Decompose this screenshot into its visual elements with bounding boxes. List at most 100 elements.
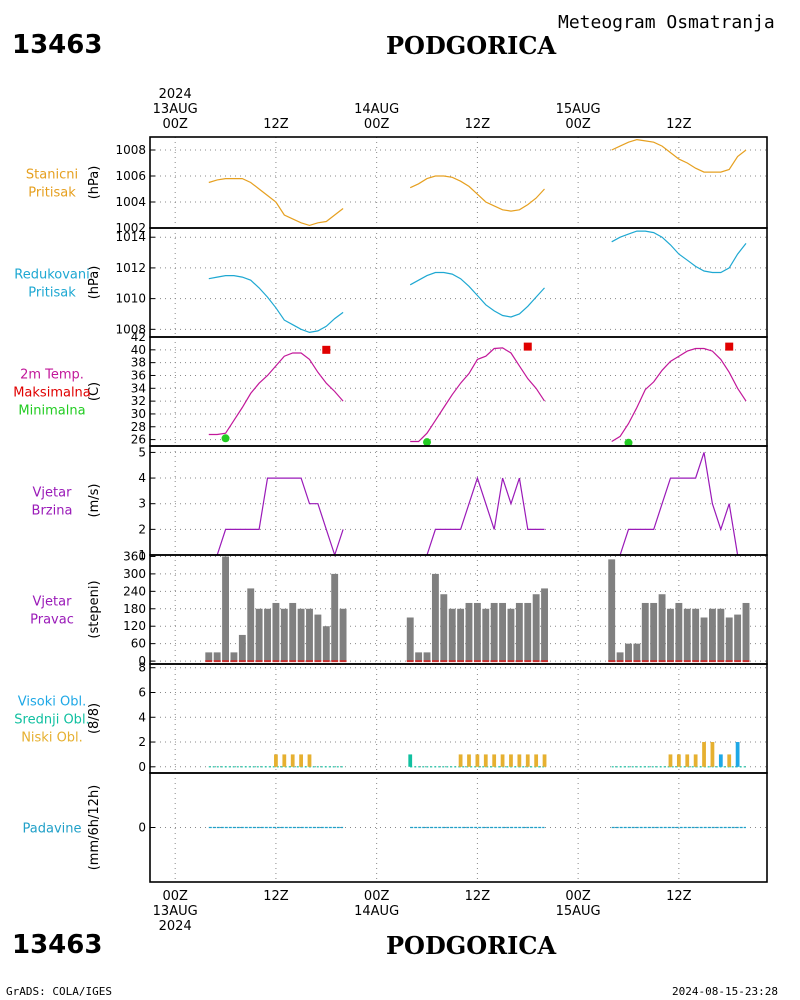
panel-precipitation: 0 (mm/6h/12h) Padavine xyxy=(23,772,768,883)
wind-direction-bar xyxy=(222,556,229,662)
panel-frame xyxy=(149,136,768,229)
panel-station_pressure: 1002 1004 1006 1008 (hPa) Stanicni Pritisak xyxy=(26,136,768,235)
cloud-bar xyxy=(718,754,723,767)
time-label-bottom: 00Z xyxy=(162,889,188,904)
panel-frame xyxy=(149,336,768,447)
panel-label: Srednji Obl. xyxy=(14,713,89,728)
y-tick-label: 38 xyxy=(131,356,146,370)
wind-direction-bar xyxy=(473,602,481,662)
y-tick-label: 6 xyxy=(138,685,146,699)
y-tick-label: 4 xyxy=(138,471,146,485)
wind-direction-base xyxy=(322,660,330,663)
cloud-bar xyxy=(702,742,706,767)
wind-direction-base xyxy=(717,660,725,663)
y-tick-label: 26 xyxy=(131,433,146,447)
y-tick-label: 42 xyxy=(131,330,146,344)
wind-direction-base xyxy=(675,660,683,663)
wind-direction-bar xyxy=(490,602,498,662)
y-tick-label: 120 xyxy=(123,619,146,633)
cloud-bar xyxy=(299,754,303,767)
wind-direction-base xyxy=(272,660,280,663)
wind-direction-bar xyxy=(507,608,515,662)
wind-direction-bar xyxy=(515,602,523,662)
time-label-bottom: 14AUG xyxy=(354,904,399,919)
cloud-bar xyxy=(467,754,471,767)
time-label-top: 00Z xyxy=(565,117,591,132)
wind-direction-bar xyxy=(289,602,297,662)
wind-direction-bar xyxy=(608,559,616,662)
y-tick-label: 2 xyxy=(138,522,146,536)
series-line xyxy=(409,175,545,212)
y-tick-label: 3 xyxy=(138,497,146,511)
cloud-bar xyxy=(290,754,295,767)
y-tick-label: 360 xyxy=(123,549,146,563)
y-tick-label: 1010 xyxy=(115,292,146,306)
panel-frame xyxy=(149,445,768,556)
wind-direction-bar xyxy=(742,602,750,662)
time-label-top: 00Z xyxy=(162,117,188,132)
wind-direction-base xyxy=(213,660,221,663)
panel-label: Vjetar xyxy=(33,486,73,501)
cloud-bar xyxy=(408,754,413,767)
max-temp-marker xyxy=(523,342,532,351)
wind-direction-base xyxy=(205,660,213,663)
panel-label: Niski Obl. xyxy=(21,731,83,746)
y-tick-label: 1012 xyxy=(115,261,146,275)
wind-direction-base xyxy=(499,660,507,663)
wind-direction-base xyxy=(238,660,246,663)
panel-frame xyxy=(149,227,768,338)
wind-direction-base xyxy=(289,660,297,663)
wind-direction-bar xyxy=(667,608,674,662)
min-temp-marker xyxy=(423,438,432,447)
panel-wind_direction: 0 60 120 180 240 300 360 (stepeni) Vjetar Pravac xyxy=(30,549,768,668)
wind-direction-bar xyxy=(272,602,280,662)
series-line xyxy=(410,476,545,556)
time-label-bottom: 13AUG xyxy=(153,904,198,919)
wind-direction-base xyxy=(230,660,238,663)
min-temp-marker xyxy=(221,434,230,443)
wind-direction-bar xyxy=(692,608,700,662)
cloud-bar xyxy=(676,754,681,767)
time-label-top: 14AUG xyxy=(354,102,399,117)
series-line xyxy=(611,452,746,556)
max-temp-marker xyxy=(725,342,734,351)
time-label-bottom: 00Z xyxy=(364,889,390,904)
y-tick-label: 60 xyxy=(131,637,146,651)
wind-direction-base xyxy=(314,660,322,663)
series-line xyxy=(208,178,344,227)
wind-direction-bar xyxy=(700,617,708,662)
y-tick-label: 36 xyxy=(131,368,146,382)
time-label-bottom: 12Z xyxy=(263,889,289,904)
y-tick-label: 1006 xyxy=(115,169,146,183)
station-id-bottom: 13463 xyxy=(12,930,103,960)
cloud-bar xyxy=(668,754,673,767)
wind-direction-base xyxy=(440,660,448,663)
wind-direction-base xyxy=(625,660,632,663)
product-title: Meteogram Osmatranja xyxy=(558,12,775,33)
wind-direction-bar xyxy=(725,617,733,662)
wind-direction-base xyxy=(541,660,548,663)
cloud-bar xyxy=(307,754,312,767)
wind-direction-base xyxy=(658,660,666,663)
y-tick-label: 0 xyxy=(138,654,146,668)
series-line xyxy=(208,352,344,436)
station-name-top: PODGORICA xyxy=(386,31,557,60)
wind-direction-bar xyxy=(650,602,658,662)
panel-label: Padavine xyxy=(23,822,82,837)
cloud-bar xyxy=(542,754,547,767)
wind-direction-base xyxy=(725,660,733,663)
panel-wind_speed: 1 2 3 4 5 (m/s) Vjetar Brzina xyxy=(32,445,768,562)
y-tick-label: 4 xyxy=(138,710,146,724)
wind-direction-bar xyxy=(448,608,456,662)
wind-direction-bar xyxy=(230,652,238,662)
wind-direction-base xyxy=(339,660,347,663)
min-temp-marker xyxy=(624,438,633,447)
y-tick-label: 1 xyxy=(138,548,146,562)
wind-direction-bar xyxy=(683,608,691,662)
wind-direction-bar xyxy=(297,608,305,662)
panel-label: Pritisak xyxy=(28,286,76,301)
y-tick-label: 2 xyxy=(138,735,146,749)
wind-direction-base xyxy=(306,660,313,663)
